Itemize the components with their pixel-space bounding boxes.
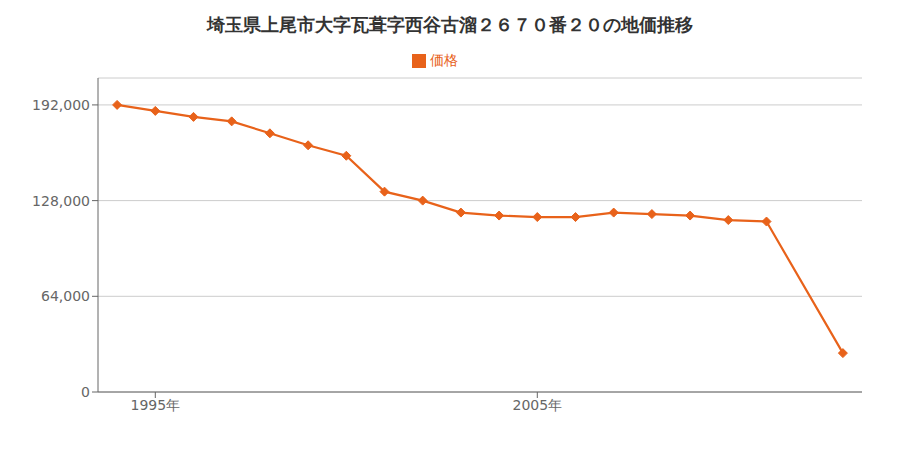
html-text:埼玉県上尾市大字瓦葺字西谷古溜２６７０番２０の地価推移: 埼玉県上尾市大字瓦葺字西谷古溜２６７０番２０の地価推移	[207, 14, 693, 35]
svg-text:0: 0	[81, 384, 90, 400]
html-text:価格: 価格	[430, 52, 458, 68]
svg-text:1995年: 1995年	[130, 397, 180, 413]
svg-text:128,000: 128,000	[32, 193, 90, 209]
svg-text:192,000: 192,000	[32, 97, 90, 113]
svg-text:2005年: 2005年	[512, 397, 562, 413]
svg-text:64,000: 64,000	[41, 288, 90, 304]
